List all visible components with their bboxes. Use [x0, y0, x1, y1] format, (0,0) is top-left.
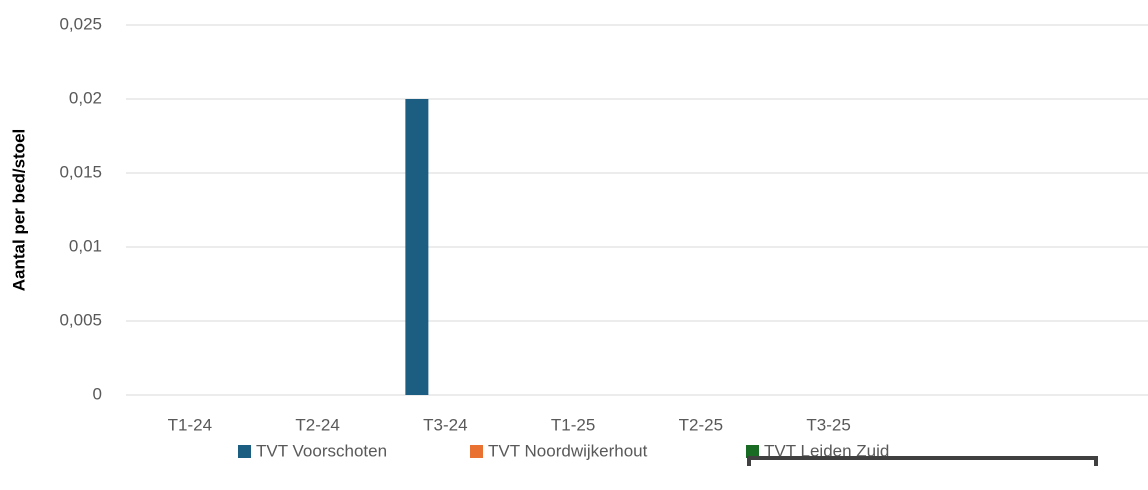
x-tick-label: T2-25: [679, 415, 723, 434]
bar: [405, 99, 429, 395]
y-tick-label: 0,015: [59, 162, 102, 181]
legend-label: TVT Leiden Zuid: [764, 441, 889, 460]
x-tick-label: T2-24: [295, 415, 339, 434]
y-tick-label: 0: [93, 384, 102, 403]
y-axis-label: Aantal per bed/stoel: [9, 129, 28, 291]
legend-swatch: [470, 445, 483, 458]
y-tick-label: 0,025: [59, 14, 102, 33]
x-tick-label: T1-25: [551, 415, 595, 434]
x-tick-label: T3-24: [423, 415, 467, 434]
y-tick-label: 0,01: [69, 236, 102, 255]
legend-label: TVT Voorschoten: [256, 441, 387, 460]
legend-label: TVT Noordwijkerhout: [488, 441, 648, 460]
x-tick-label: T1-24: [168, 415, 212, 434]
legend-swatch: [238, 445, 251, 458]
legend-swatch: [746, 445, 759, 458]
overlay-bracket: [747, 456, 1098, 466]
y-tick-label: 0,005: [59, 310, 102, 329]
x-tick-label: T3-25: [806, 415, 850, 434]
y-tick-label: 0,02: [69, 88, 102, 107]
